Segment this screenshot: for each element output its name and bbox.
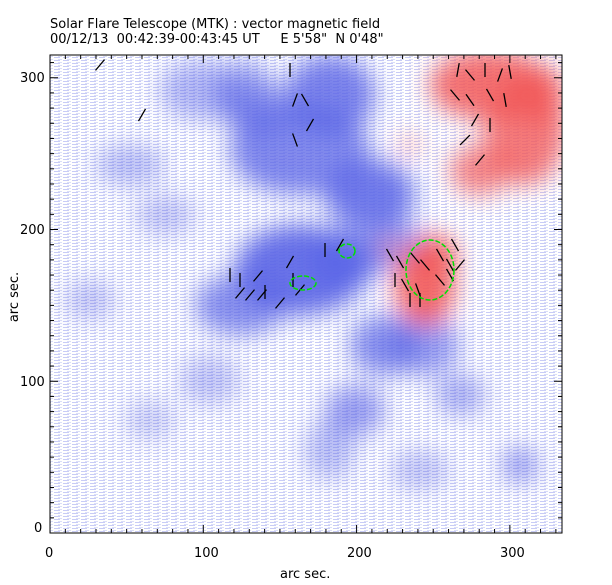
- field-vector: [291, 133, 299, 147]
- negative-polarity-region: [135, 195, 195, 235]
- field-vector: [95, 59, 105, 71]
- field-vector: [435, 248, 445, 262]
- field-vector: [503, 92, 507, 108]
- field-vector: [410, 252, 420, 264]
- negative-polarity-region: [325, 385, 385, 435]
- chart-title: Solar Flare Telescope (MTK) : vector mag…: [50, 17, 381, 32]
- field-vector: [450, 89, 460, 101]
- positive-polarity-region: [413, 235, 457, 275]
- field-vector: [235, 287, 245, 299]
- negative-polarity-region: [195, 275, 285, 335]
- field-vector: [335, 238, 345, 252]
- negative-polarity-region: [502, 447, 538, 483]
- y-tick-label: 300: [20, 71, 45, 86]
- field-vector: [137, 108, 147, 122]
- negative-polarity-region: [390, 450, 450, 490]
- positive-polarity-region: [515, 65, 562, 125]
- x-tick-label: 100: [194, 546, 219, 561]
- field-vector: [496, 68, 504, 82]
- negative-polarity-region: [435, 375, 485, 415]
- field-vector: [275, 297, 285, 309]
- x-axis-label: arc sec.: [280, 567, 331, 582]
- negative-polarity-region: [325, 160, 415, 230]
- field-vector: [456, 62, 460, 78]
- field-vector: [420, 259, 430, 271]
- field-vector: [470, 113, 480, 127]
- x-tick-label: 0: [45, 546, 54, 561]
- field-vector: [400, 278, 410, 292]
- field-vector: [395, 255, 405, 269]
- field-vector: [305, 118, 315, 132]
- positive-polarity-region: [380, 240, 400, 256]
- positive-polarity-region: [450, 145, 510, 195]
- negative-polarity-region: [180, 355, 240, 405]
- negative-polarity-region: [305, 420, 355, 480]
- field-vector: [450, 238, 460, 252]
- chart-subtitle: 00/12/13 00:42:39-00:43:45 UT E 5'58" N …: [50, 32, 384, 47]
- y-axis-label: arc sec.: [7, 271, 23, 323]
- x-tick-label: 200: [347, 546, 372, 561]
- y-tick-label: 100: [20, 375, 45, 390]
- field-vector: [508, 64, 512, 80]
- negative-polarity-region: [95, 145, 165, 185]
- field-vector: [455, 259, 465, 271]
- positive-polarity-region: [398, 135, 422, 155]
- negative-polarity-region: [65, 280, 115, 320]
- field-vector: [475, 154, 485, 166]
- field-vector: [459, 134, 471, 146]
- negative-polarity-region: [215, 60, 275, 130]
- field-vector: [253, 270, 263, 282]
- negative-polarity-region: [310, 230, 380, 290]
- y-tick-label: 0: [34, 521, 43, 536]
- field-vector: [465, 69, 475, 81]
- field-vector: [385, 248, 395, 262]
- plot-frame: [49, 54, 563, 534]
- y-tick-label: 200: [20, 223, 45, 238]
- field-vector: [245, 289, 255, 301]
- field-vector: [285, 255, 295, 269]
- field-vector: [435, 274, 445, 286]
- negative-polarity-region: [390, 315, 460, 375]
- contour-line: [405, 239, 455, 301]
- field-vector: [300, 93, 310, 107]
- field-vector: [485, 88, 495, 102]
- field-vector: [445, 258, 455, 272]
- field-vector: [291, 93, 299, 107]
- x-tick-label: 300: [500, 546, 525, 561]
- contour-line: [289, 275, 317, 291]
- contour-line: [338, 243, 356, 259]
- negative-polarity-region: [125, 400, 175, 440]
- field-vector: [465, 93, 475, 107]
